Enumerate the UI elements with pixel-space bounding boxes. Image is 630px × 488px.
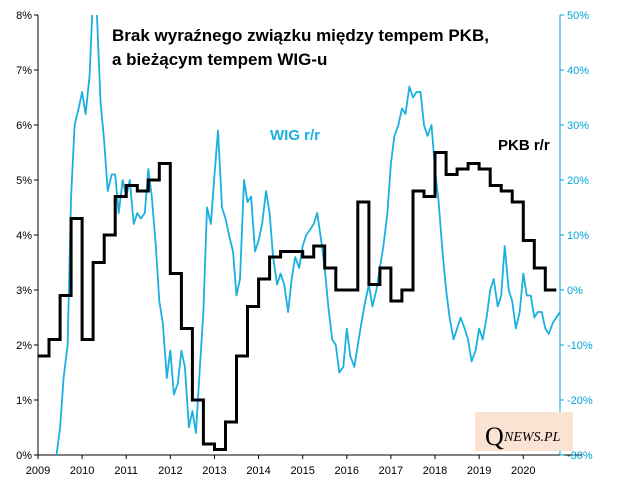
wig-series-label: WIG r/r [270,127,320,144]
pkb-series-line [38,151,557,451]
right-tick-label: -10% [567,340,593,352]
x-tick-label: 2011 [114,465,138,477]
x-tick-label: 2019 [467,465,491,477]
chart-title-line-1: Brak wyraźnego związku między tempem PKB… [112,26,489,45]
chart-title: Brak wyraźnego związku między tempem PKB… [112,26,489,69]
logo-background [475,412,573,451]
x-tick-label: 2013 [202,465,226,477]
logo-text: NEWS.PL [503,430,561,445]
wig-series-line [55,15,560,455]
right-tick-label: -20% [567,395,593,407]
series-layer [38,15,560,455]
pkb-series-label: PKB r/r [498,137,550,154]
left-tick-label: 6% [16,120,32,132]
x-tick-label: 2016 [335,465,359,477]
left-tick-label: 8% [16,10,32,22]
left-tick-label: 0% [16,450,32,462]
left-tick-label: 4% [16,230,32,242]
left-tick-label: 2% [16,340,32,352]
right-tick-label: 20% [567,175,589,187]
x-axis-ticks: 2009 2010 2011 2012 2013 2014 2015 2016 2017 2018… [26,455,535,477]
x-tick-label: 2010 [70,465,94,477]
left-axis-ticks: 0% 1% 2% 3% 4% 5% 6% 7% 8% [16,10,38,462]
x-tick-label: 2014 [246,465,270,477]
left-tick-label: 7% [16,65,32,77]
x-tick-label: 2017 [379,465,403,477]
right-tick-label: 40% [567,65,589,77]
right-tick-label: 10% [567,230,589,242]
left-tick-label: 5% [16,175,32,187]
chart-title-line-2: a bieżącym tempem WIG-u [112,50,327,69]
logo-letter: Q [485,422,504,451]
x-tick-label: 2018 [423,465,447,477]
right-axis-ticks: -30% -20% -10% 0% 10% 20% 30% 40% 50% [560,10,593,462]
left-tick-label: 3% [16,285,32,297]
x-tick-label: 2015 [290,465,314,477]
right-tick-label: 30% [567,120,589,132]
plot-area [37,15,582,456]
qnews-logo: Q NEWS.PL [475,412,573,451]
right-tick-label: -30% [567,450,593,462]
x-tick-label: 2009 [26,465,50,477]
x-tick-label: 2020 [511,465,535,477]
right-tick-label: 0% [567,285,583,297]
left-tick-label: 1% [16,395,32,407]
x-tick-label: 2012 [158,465,182,477]
right-tick-label: 50% [567,10,589,22]
